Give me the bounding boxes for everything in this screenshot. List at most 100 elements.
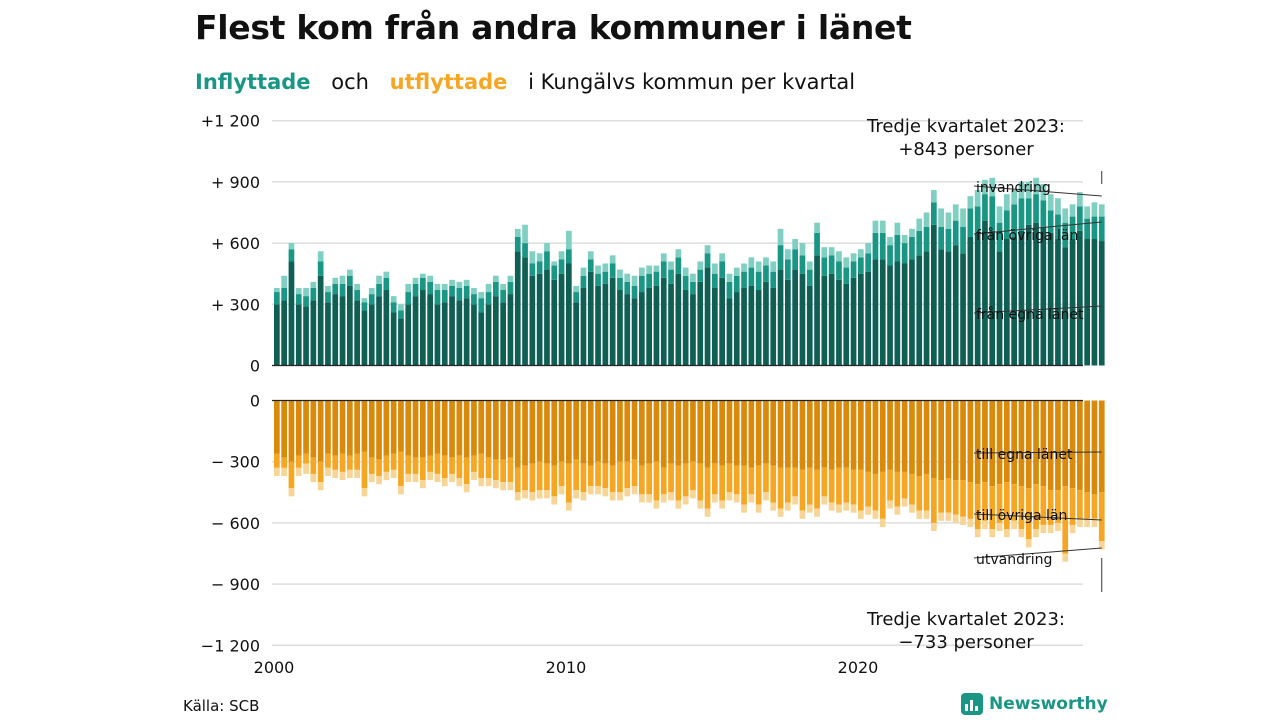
bar-in-1 [1098, 216, 1105, 242]
bar-out-2 [1069, 524, 1076, 534]
bar-in-1 [361, 302, 368, 311]
bar-out-2 [726, 492, 733, 501]
bar-in-0 [653, 285, 660, 366]
bar-in-1 [478, 298, 485, 313]
bar-in-0 [522, 257, 528, 366]
bar-in-2 [420, 273, 426, 278]
bar-out-1 [624, 461, 631, 489]
bar-out-2 [755, 504, 762, 513]
bar-in-0 [872, 259, 879, 366]
bar-in-1 [945, 228, 952, 252]
bar-out-0 [894, 400, 901, 472]
bar-out-0 [317, 400, 324, 462]
bar-out-0 [1040, 400, 1047, 487]
bar-in-0 [1062, 247, 1069, 366]
bar-out-1 [573, 459, 579, 491]
bar-in-2 [354, 283, 360, 291]
bar-in-0 [1069, 239, 1076, 366]
bar-in-2 [529, 251, 536, 264]
bar-out-1 [843, 467, 850, 503]
bar-in-1 [675, 257, 682, 274]
bar-in-2 [339, 275, 346, 284]
bar-in-1 [1004, 210, 1010, 240]
bar-in-1 [660, 261, 667, 278]
bar-out-2 [923, 510, 930, 519]
bar-in-0 [288, 261, 295, 366]
bar-in-1 [405, 292, 412, 305]
bar-in-0 [609, 277, 616, 366]
bar-out-2 [850, 504, 857, 513]
bar-out-2 [974, 529, 981, 538]
bar-out-1 [894, 471, 901, 507]
bar-in-1 [792, 249, 798, 270]
bar-out-2 [514, 492, 521, 501]
bar-in-1 [719, 261, 725, 278]
bar-out-2 [398, 486, 404, 495]
bar-out-0 [967, 400, 974, 483]
bar-in-2 [522, 224, 528, 244]
bar-out-1 [1077, 490, 1083, 519]
bar-out-2 [361, 488, 368, 497]
bar-in-2 [712, 263, 718, 274]
bar-in-0 [792, 269, 798, 366]
series-label-leader [973, 513, 1102, 521]
bar-out-1 [449, 457, 455, 474]
bar-in-1 [938, 226, 944, 250]
bar-in-0 [332, 294, 339, 366]
bar-in-2 [726, 273, 733, 282]
bar-out-0 [748, 400, 755, 468]
bar-out-2 [836, 504, 842, 513]
bar-in-2 [332, 277, 339, 284]
bar-in-0 [894, 261, 901, 366]
bar-out-2 [960, 516, 966, 525]
bar-out-1 [931, 478, 937, 523]
bar-in-0 [317, 275, 324, 366]
bar-in-2 [1077, 192, 1083, 207]
bar-out-0 [412, 400, 419, 458]
bar-out-2 [347, 469, 353, 479]
bar-out-2 [814, 508, 820, 517]
bar-in-2 [821, 247, 828, 258]
chart-title: Flest kom från andra kommuner i länet [195, 8, 912, 47]
bar-in-1 [566, 249, 572, 264]
bar-out-0 [390, 400, 397, 454]
bar-out-0 [755, 400, 762, 466]
bar-out-2 [405, 473, 412, 483]
bar-out-1 [741, 465, 747, 505]
bar-in-0 [602, 283, 609, 366]
bar-out-0 [996, 400, 1003, 485]
bar-in-2 [573, 285, 579, 293]
bar-in-0 [281, 300, 287, 366]
bar-in-1 [996, 222, 1003, 252]
bar-out-0 [916, 400, 923, 476]
bar-in-2 [894, 222, 901, 235]
bar-out-0 [332, 400, 339, 456]
bar-in-1 [850, 261, 857, 278]
bar-out-0 [500, 400, 506, 460]
bar-out-1 [420, 457, 426, 481]
bar-in-1 [376, 283, 382, 297]
bar-out-2 [1062, 553, 1069, 562]
bar-out-0 [595, 400, 601, 462]
bar-out-2 [412, 473, 419, 483]
bar-out-2 [1033, 529, 1039, 538]
bar-in-0 [566, 263, 572, 366]
bar-out-2 [566, 502, 572, 511]
bar-out-1 [755, 465, 762, 505]
bar-in-0 [938, 249, 944, 366]
bar-in-0 [500, 302, 506, 366]
bar-in-1 [529, 263, 536, 276]
bar-out-1 [719, 465, 725, 501]
bar-in-2 [872, 220, 879, 233]
bar-in-2 [916, 218, 923, 231]
bar-out-1 [361, 451, 368, 489]
bar-out-0 [580, 400, 587, 464]
bar-in-0 [974, 232, 981, 366]
bar-out-1 [726, 463, 733, 493]
bar-in-0 [668, 283, 674, 366]
bar-out-0 [792, 400, 798, 468]
bar-in-2 [500, 283, 506, 291]
bar-in-0 [1033, 222, 1039, 366]
bar-in-0 [347, 285, 353, 366]
bar-in-2 [1033, 177, 1039, 195]
